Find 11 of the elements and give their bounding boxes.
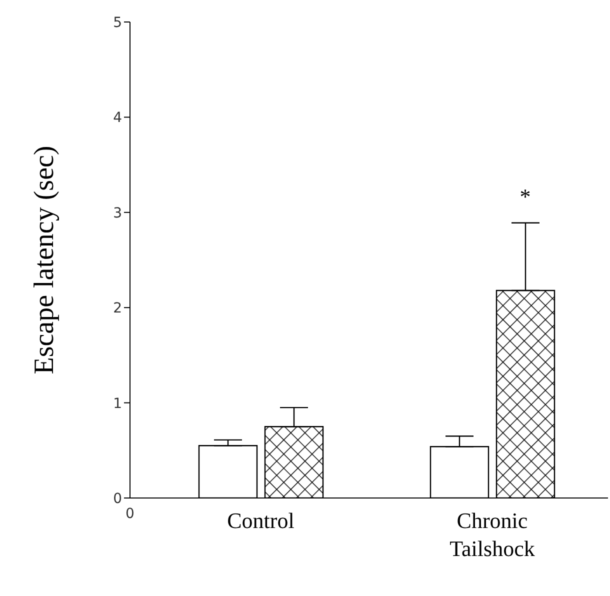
x-tick-label: Control: [227, 508, 294, 533]
y-tick-label: 1: [113, 396, 122, 412]
y-tick-label: 4: [113, 110, 122, 126]
x-tick-label: Chronic Tailshock: [450, 508, 535, 561]
annotation: *: [520, 184, 531, 209]
y-tick-label: 3: [113, 205, 122, 222]
y-tick-label: 5: [113, 14, 122, 31]
y-axis-title: Escape latency (sec): [28, 146, 60, 374]
text: 0: [124, 506, 136, 522]
y-tick-label: 2: [113, 300, 122, 317]
y-tick-label: 0: [113, 490, 122, 507]
